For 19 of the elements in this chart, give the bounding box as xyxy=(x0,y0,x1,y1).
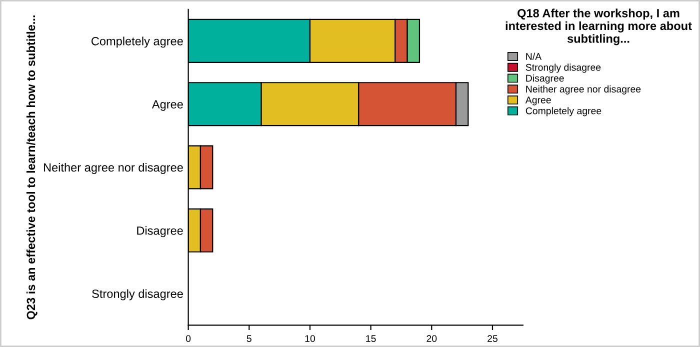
x-tick-label: 25 xyxy=(488,335,498,342)
y-tick-label: Completely agree xyxy=(92,36,183,48)
legend-label: Completely agree xyxy=(526,107,602,116)
x-tick-label: 10 xyxy=(305,335,315,342)
legend-label: Neither agree nor disagree xyxy=(526,85,641,94)
legend-label: Agree xyxy=(525,96,551,106)
x-tick-label: 15 xyxy=(366,335,376,342)
y-tick-label: Agree xyxy=(152,100,183,111)
x-tick-label: 0 xyxy=(186,335,191,342)
y-tick-label: Neither agree nor disagree xyxy=(44,162,183,174)
y-tick-label: Disagree xyxy=(137,226,183,238)
y-axis-title: Q23 is an effective tool to learn/teach how to subtitle... xyxy=(26,16,38,320)
legend-title: Q18 After the workshop, I am interested in learning more about subtitling... xyxy=(506,8,692,46)
legend-label: Strongly disagree xyxy=(526,64,601,73)
x-tick-label: 5 xyxy=(246,335,252,342)
y-tick-label: Strongly disagree xyxy=(92,289,183,300)
legend-label: Disagree xyxy=(526,74,564,84)
legend-label: N/A xyxy=(526,52,542,60)
x-tick-label: 20 xyxy=(426,335,437,342)
